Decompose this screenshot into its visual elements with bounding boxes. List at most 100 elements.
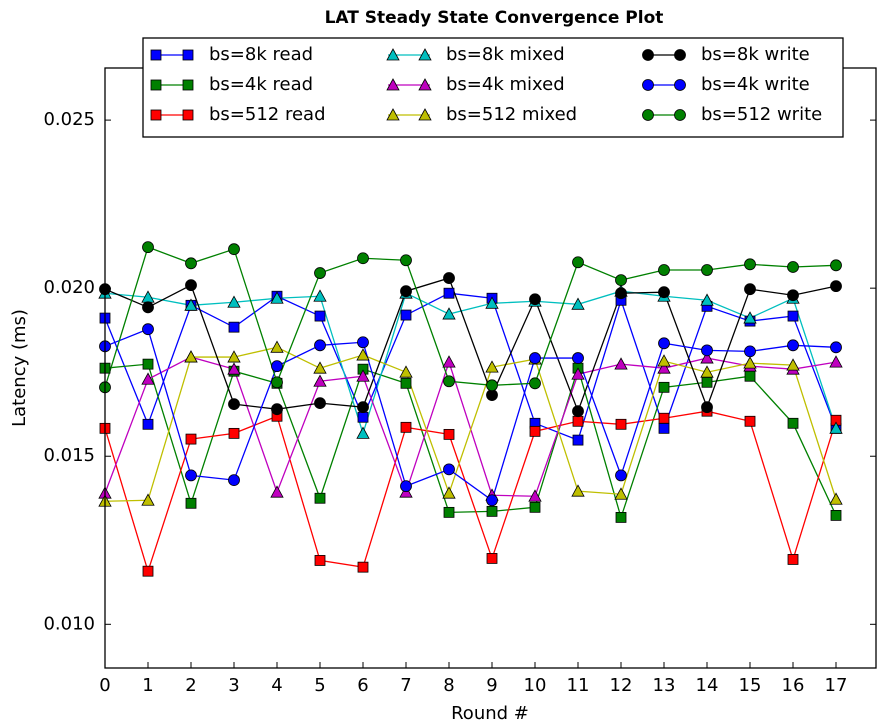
marker bbox=[142, 241, 154, 254]
x-tick-label: 1 bbox=[142, 675, 153, 696]
marker bbox=[658, 286, 670, 299]
marker bbox=[182, 79, 194, 91]
x-tick-label: 3 bbox=[228, 675, 239, 696]
marker bbox=[571, 297, 585, 310]
marker bbox=[357, 252, 369, 265]
x-tick-label: 15 bbox=[739, 675, 762, 696]
marker bbox=[443, 375, 455, 388]
marker bbox=[228, 321, 240, 333]
marker bbox=[443, 463, 455, 476]
marker bbox=[313, 289, 327, 302]
marker bbox=[313, 374, 327, 387]
marker bbox=[271, 376, 283, 389]
marker bbox=[658, 337, 670, 350]
marker bbox=[141, 372, 155, 385]
marker bbox=[357, 336, 369, 349]
x-axis-label: Round # bbox=[451, 703, 529, 724]
marker bbox=[529, 501, 541, 513]
marker bbox=[227, 295, 241, 308]
marker bbox=[830, 259, 842, 272]
y-tick-label: 0.015 bbox=[43, 445, 95, 466]
marker bbox=[400, 285, 412, 298]
marker bbox=[142, 418, 154, 430]
marker bbox=[658, 381, 670, 393]
marker bbox=[418, 108, 432, 121]
marker bbox=[400, 309, 412, 321]
marker bbox=[185, 279, 197, 292]
marker bbox=[787, 554, 799, 565]
marker bbox=[227, 350, 241, 363]
marker bbox=[615, 287, 627, 300]
marker bbox=[571, 367, 585, 380]
series-line bbox=[104, 277, 837, 414]
legend-label: bs=512 mixed bbox=[446, 104, 577, 125]
marker bbox=[443, 428, 455, 440]
marker bbox=[270, 485, 284, 498]
x-tick-label: 12 bbox=[610, 675, 633, 696]
marker bbox=[184, 298, 198, 311]
marker bbox=[357, 411, 369, 423]
marker bbox=[787, 417, 799, 429]
marker bbox=[400, 377, 412, 389]
marker bbox=[744, 258, 756, 271]
marker bbox=[485, 296, 499, 309]
marker bbox=[356, 426, 370, 439]
y-tick-label: 0.010 bbox=[43, 613, 95, 634]
marker bbox=[314, 397, 326, 410]
marker bbox=[829, 492, 843, 505]
x-tick-label: 14 bbox=[696, 675, 719, 696]
marker bbox=[700, 351, 714, 364]
marker bbox=[314, 555, 326, 566]
marker bbox=[572, 415, 584, 427]
marker bbox=[572, 352, 584, 364]
marker bbox=[182, 109, 194, 121]
marker bbox=[228, 398, 240, 411]
marker bbox=[185, 497, 197, 509]
marker bbox=[572, 434, 584, 446]
marker bbox=[357, 401, 369, 414]
marker bbox=[787, 339, 799, 352]
marker bbox=[744, 345, 756, 358]
x-tick-label: 0 bbox=[99, 675, 110, 696]
marker bbox=[486, 505, 498, 517]
marker bbox=[314, 310, 326, 322]
series-line bbox=[104, 346, 837, 502]
marker bbox=[615, 418, 627, 430]
marker bbox=[356, 369, 370, 382]
x-tick-label: 6 bbox=[357, 675, 368, 696]
marker bbox=[658, 412, 670, 424]
x-tick-label: 16 bbox=[782, 675, 805, 696]
marker bbox=[642, 109, 654, 121]
marker bbox=[356, 348, 370, 361]
marker bbox=[400, 254, 412, 267]
x-tick-label: 13 bbox=[653, 675, 676, 696]
marker bbox=[400, 421, 412, 433]
marker bbox=[386, 108, 400, 121]
marker bbox=[701, 376, 713, 388]
marker bbox=[674, 49, 686, 61]
x-tick-label: 11 bbox=[567, 675, 590, 696]
chart-title: LAT Steady State Convergence Plot bbox=[325, 8, 664, 28]
marker bbox=[485, 360, 499, 373]
marker bbox=[270, 291, 284, 304]
marker bbox=[743, 356, 757, 369]
marker bbox=[658, 264, 670, 276]
legend-label: bs=512 read bbox=[209, 104, 326, 125]
marker bbox=[529, 425, 541, 437]
x-tick-label: 5 bbox=[314, 675, 325, 696]
series-line bbox=[104, 410, 837, 574]
marker bbox=[787, 261, 799, 273]
marker bbox=[185, 469, 197, 482]
marker bbox=[572, 405, 584, 418]
marker bbox=[227, 362, 241, 375]
marker bbox=[657, 361, 671, 374]
x-tick-label: 17 bbox=[825, 675, 848, 696]
series-line bbox=[104, 356, 837, 497]
y-tick-label: 0.020 bbox=[43, 277, 95, 298]
marker bbox=[614, 357, 628, 370]
marker bbox=[657, 354, 671, 367]
marker bbox=[442, 355, 456, 368]
marker bbox=[744, 283, 756, 296]
